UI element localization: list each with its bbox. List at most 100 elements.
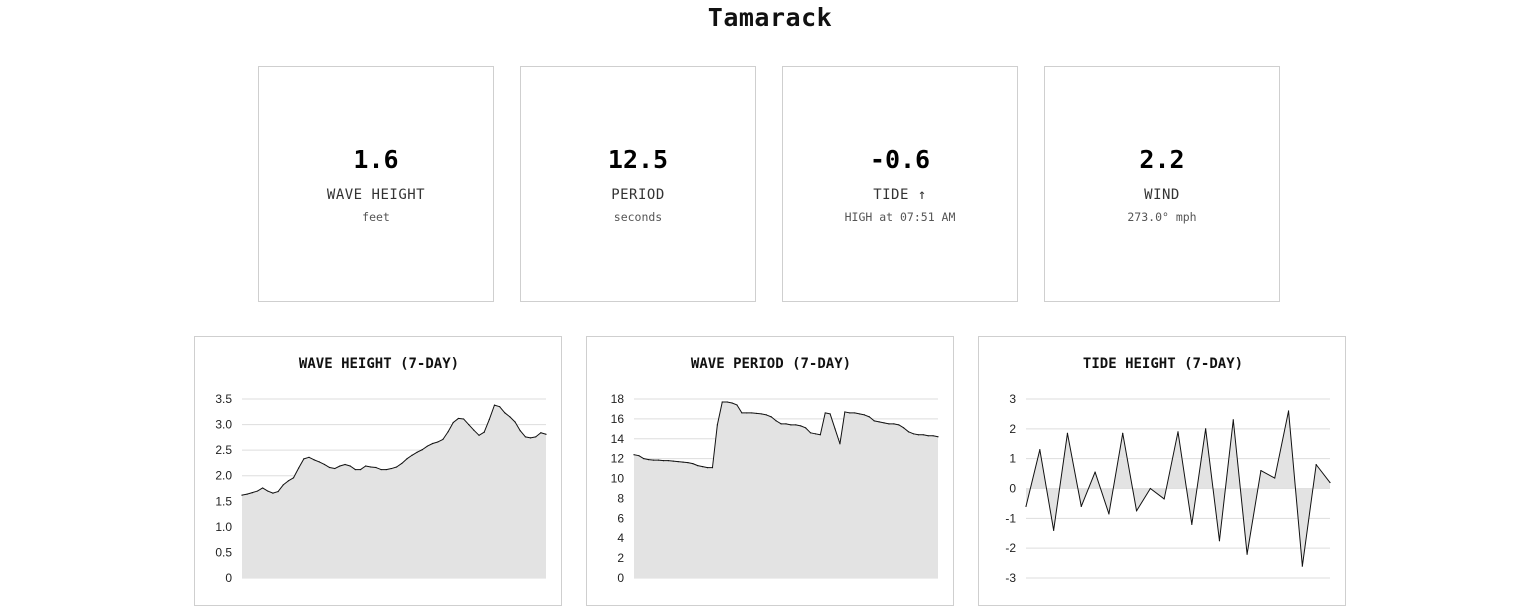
wave-height-data-point xyxy=(339,465,341,467)
wave-height-data-point xyxy=(452,421,454,424)
wave-height-data-point xyxy=(421,449,423,451)
wave-height-data-point xyxy=(334,467,336,470)
wave-height-chart-title: WAVE HEIGHT (7-DAY) xyxy=(299,356,459,372)
wave-period-data-point xyxy=(721,401,723,403)
wave-period-data-point xyxy=(643,458,645,460)
tide-height-y-tick-label: 2 xyxy=(1009,422,1016,436)
wave-height-y-tick-label: 2.0 xyxy=(215,469,232,483)
wave-period-data-point xyxy=(800,425,802,427)
wave-height-data-point xyxy=(292,477,295,479)
wave-period-data-point xyxy=(677,461,679,463)
period-value: 12.5 xyxy=(607,145,669,174)
wave-period-data-point xyxy=(755,412,758,415)
wave-period-data-point xyxy=(731,402,733,404)
wave-height-data-point xyxy=(390,467,393,470)
wind-card: 2.2 WIND 273.0° mph xyxy=(1044,66,1280,302)
wave-height-data-point xyxy=(504,412,506,414)
wave-height-data-point xyxy=(272,492,274,494)
tide-height-data-point xyxy=(1218,540,1221,542)
wave-height-data-point xyxy=(447,431,449,433)
tide-height-y-tick-label: -2 xyxy=(1005,541,1016,555)
tide-height-y-tick-label: -3 xyxy=(1005,571,1016,585)
wave-period-data-point xyxy=(785,423,787,425)
tide-height-data-point xyxy=(1080,505,1082,507)
wave-period-data-point xyxy=(883,422,885,424)
wave-period-data-point xyxy=(765,414,767,416)
wave-height-data-point xyxy=(509,416,511,418)
wave-period-data-point xyxy=(868,416,870,418)
wave-height-data-point xyxy=(457,417,460,420)
wave-period-data-point xyxy=(633,454,635,456)
wave-height-data-point xyxy=(318,461,320,463)
tide-height-data-point xyxy=(1287,410,1290,412)
wave-period-data-point xyxy=(912,433,915,435)
wave-height-data-point xyxy=(545,433,547,435)
wave-height-data-point xyxy=(277,490,279,493)
wave-height-data-point xyxy=(401,462,403,465)
wave-height-data-point xyxy=(365,465,367,467)
tide-height-data-point xyxy=(1066,432,1069,434)
tide-height-chart-svg: TIDE HEIGHT (7-DAY) -3 -2 -1 0 1 2 3 xyxy=(1005,356,1331,585)
tide-height-data-point xyxy=(1246,553,1248,555)
wave-period-data-point xyxy=(648,459,650,461)
wave-height-data-point xyxy=(411,454,413,456)
wave-height-chart-svg: WAVE HEIGHT (7-DAY) 0 0.5 1.0 1.5 2.0 2.5 3.0 3.… xyxy=(215,356,547,585)
wave-height-data-point xyxy=(241,494,243,496)
wave-period-data-point xyxy=(907,431,910,433)
wave-period-data-point xyxy=(834,428,836,430)
wave-height-data-point xyxy=(529,437,532,439)
wave-height-data-point xyxy=(282,484,284,486)
wave-height-data-point xyxy=(344,463,346,466)
wave-height-series-line xyxy=(241,404,547,496)
wave-height-data-point xyxy=(442,438,444,441)
wave-period-y-tick-label: 14 xyxy=(611,432,625,446)
wave-period-data-point xyxy=(858,413,861,415)
wave-period-data-point xyxy=(751,412,753,414)
wave-height-data-point xyxy=(298,467,300,469)
wave-height-y-tick-label: 3.0 xyxy=(215,418,232,432)
wave-height-area xyxy=(242,405,546,578)
period-label: PERIOD xyxy=(611,187,665,203)
wave-period-data-point xyxy=(795,424,797,426)
wave-height-data-point xyxy=(354,468,356,471)
wave-period-y-tick-label: 16 xyxy=(611,412,625,426)
tide-height-y-tick-label: -1 xyxy=(1005,511,1016,525)
wind-label: WIND xyxy=(1144,187,1180,203)
wave-height-data-point xyxy=(499,406,501,408)
tide-value: -0.6 xyxy=(869,145,931,174)
wave-period-data-point xyxy=(672,460,674,462)
wave-period-y-tick-label: 2 xyxy=(617,551,624,565)
wave-period-data-point xyxy=(692,463,694,465)
wave-period-data-point xyxy=(638,455,640,457)
wave-period-chart: WAVE PERIOD (7-DAY) 0 2 4 6 8 10 12 14 16 18 xyxy=(586,336,954,606)
wave-height-data-point xyxy=(308,456,310,458)
wave-period-y-tick-label: 12 xyxy=(611,452,625,466)
wave-period-data-point xyxy=(844,411,846,413)
wave-period-y-tick-label: 8 xyxy=(617,491,624,505)
wave-period-data-point xyxy=(854,412,856,414)
wave-period-data-point xyxy=(829,413,831,415)
wave-period-data-point xyxy=(702,466,704,468)
tide-height-data-point xyxy=(1177,431,1179,433)
wave-period-data-point xyxy=(662,460,665,462)
wave-period-data-point xyxy=(736,404,738,406)
wave-period-data-point xyxy=(697,465,699,467)
wave-period-chart-title: WAVE PERIOD (7-DAY) xyxy=(691,356,851,372)
wave-period-data-point xyxy=(809,432,812,434)
wave-height-label: WAVE HEIGHT xyxy=(326,187,426,203)
wave-height-data-point xyxy=(540,432,542,434)
wave-height-data-point xyxy=(262,487,264,489)
wave-height-data-point xyxy=(267,490,269,492)
tide-height-y-tick-label: 0 xyxy=(1009,482,1016,496)
tide-height-data-point xyxy=(1315,464,1317,466)
wave-height-y-tick-label: 1.0 xyxy=(215,520,232,534)
wave-period-data-point xyxy=(873,420,875,422)
tide-card: -0.6 TIDE ↑ HIGH at 07:51 AM xyxy=(782,66,1018,302)
wave-height-y-tick-label: 0 xyxy=(225,571,232,585)
wave-period-data-point xyxy=(746,412,748,414)
wave-height-data-point xyxy=(328,466,331,469)
wave-period-data-point xyxy=(893,423,895,425)
wave-period-data-point xyxy=(849,412,851,414)
wave-height-card: 1.6 WAVE HEIGHT feet xyxy=(258,66,494,302)
wave-period-data-point xyxy=(922,434,924,436)
